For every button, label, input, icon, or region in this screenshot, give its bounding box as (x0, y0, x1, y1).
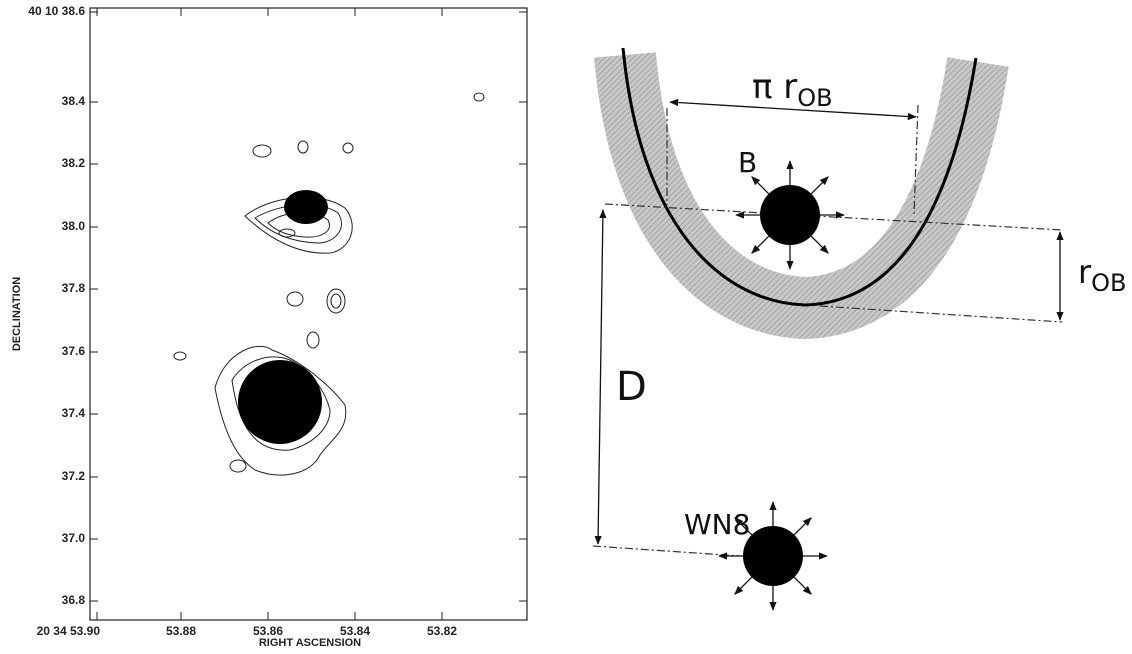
wind-arrow (751, 235, 770, 254)
label-sub: OB (1091, 269, 1126, 297)
x-tick-label: 53.82 (427, 624, 457, 638)
star-b (735, 160, 845, 270)
x-axis-label: RIGHT ASCENSION (259, 637, 361, 649)
contour-map: DECLINATION RIGHT ASCENSION 40 10 38.6 38… (11, 4, 528, 649)
distance-arrow (594, 209, 607, 545)
bow-shock-diagram: π rOB B rOB D WN8 (592, 47, 1127, 611)
x-tick-label: 53.86 (253, 624, 283, 638)
dash-line (913, 104, 919, 216)
wind-arrow (734, 576, 753, 595)
y-tick-label: 36.8 (62, 593, 86, 607)
wind-arrow (734, 517, 753, 536)
x-tick-label: 53.84 (340, 624, 370, 638)
label-sub: OB (797, 84, 832, 112)
y-tick-label: 37.0 (62, 531, 86, 545)
y-tick-label: 37.6 (62, 344, 86, 358)
y-tick-label: 38.0 (62, 219, 86, 233)
y-tick-label: 40 10 38.6 (28, 4, 85, 18)
y-tick-label: 38.2 (62, 156, 86, 170)
plot-frame (89, 7, 528, 621)
y-tick-label: 37.8 (62, 281, 86, 295)
x-tick-label: 53.88 (166, 624, 196, 638)
width-label: π rOB (752, 67, 833, 112)
y-tick-label: 37.2 (62, 469, 86, 483)
y-axis-label: DECLINATION (11, 277, 23, 351)
width-arrow (669, 98, 917, 121)
y-tick-label: 37.4 (62, 406, 86, 420)
shock-curve (621, 47, 978, 307)
wind-arrow (751, 176, 770, 195)
wind-arrow (810, 235, 829, 254)
wind-arrow (810, 176, 829, 195)
dash-line (604, 203, 1063, 231)
x-tick-label: 20 34 53.90 (37, 624, 101, 638)
label-main: r (1078, 253, 1092, 291)
star-wn8 (718, 501, 828, 611)
wn8-label: WN8 (684, 508, 750, 541)
y-tick-label: 38.4 (62, 94, 86, 108)
radius-label: rOB (1078, 253, 1127, 297)
label-main: π r (752, 67, 797, 107)
source-blob (238, 360, 322, 444)
star (743, 526, 803, 586)
star (760, 185, 820, 245)
dash-line (592, 545, 741, 557)
contours (173, 92, 485, 476)
source-blob (284, 190, 328, 224)
b-label: B (738, 146, 757, 179)
wind-arrow (793, 576, 812, 595)
wind-arrow (793, 517, 812, 536)
d-label: D (616, 364, 647, 410)
